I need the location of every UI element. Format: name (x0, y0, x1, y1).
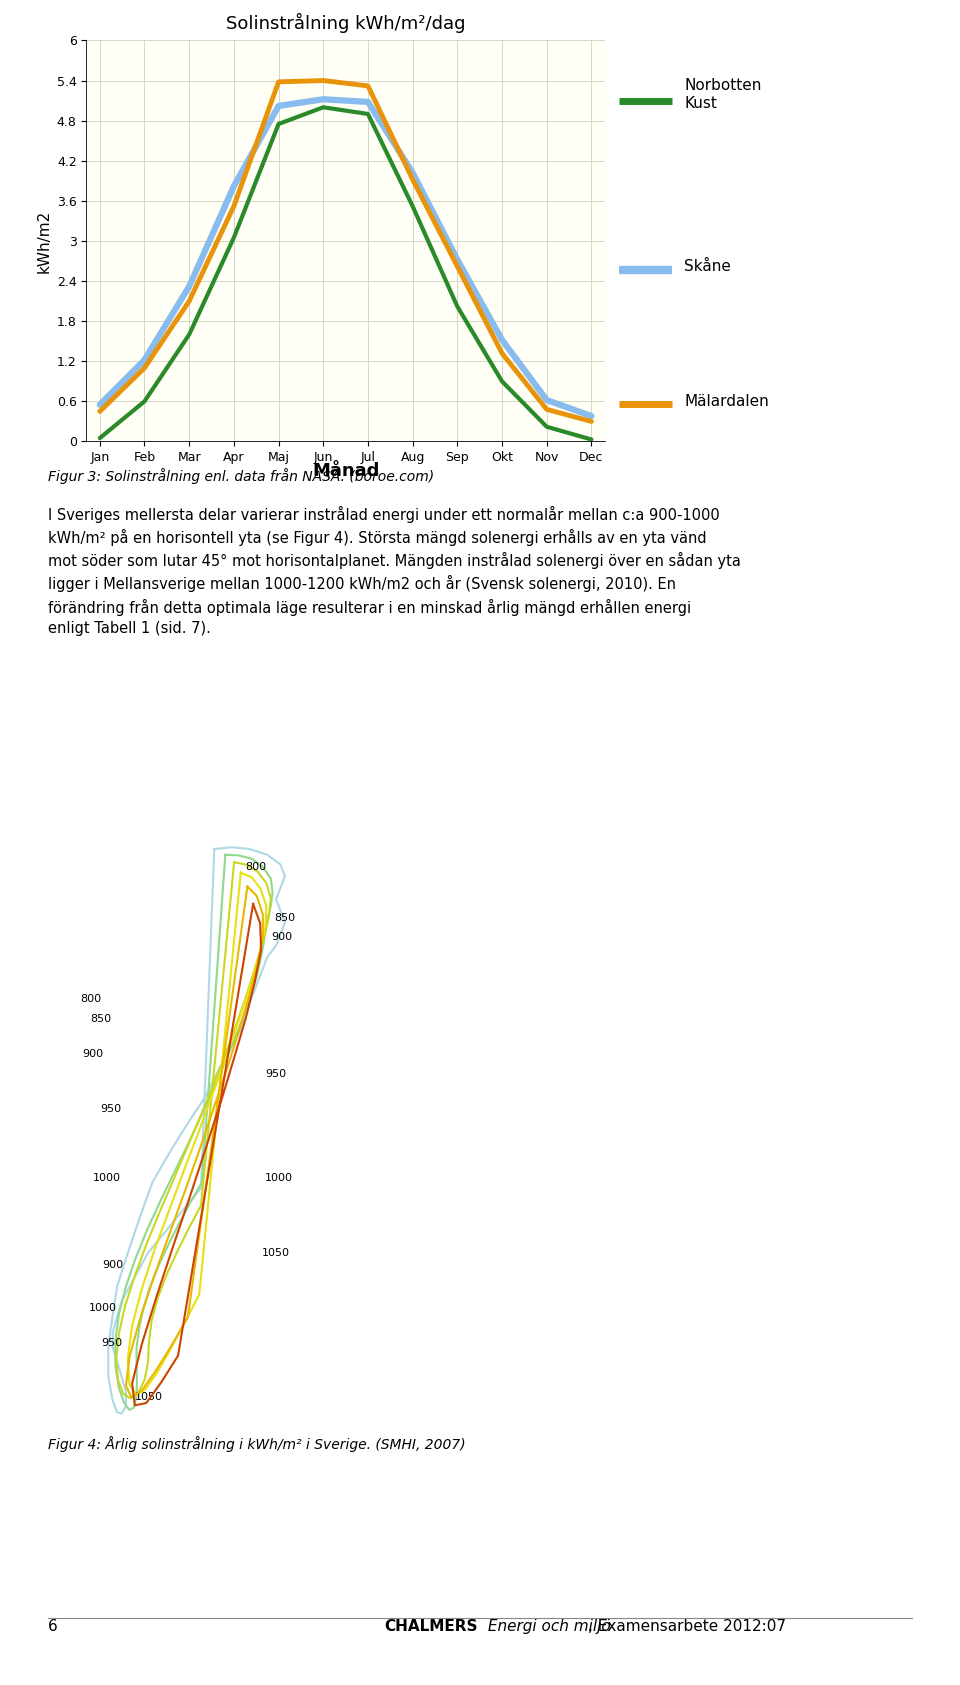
Text: 6: 6 (48, 1619, 58, 1634)
Text: CHALMERS: CHALMERS (384, 1619, 477, 1634)
Text: Energi och miljö: Energi och miljö (483, 1619, 611, 1634)
Text: 1050: 1050 (134, 1392, 163, 1402)
Text: 950: 950 (265, 1070, 286, 1078)
Text: Figur 3: Solinstrålning enl. data från NASA. (boroe.com): Figur 3: Solinstrålning enl. data från N… (48, 468, 434, 484)
Text: 900: 900 (103, 1260, 124, 1270)
Text: Skåne: Skåne (684, 259, 732, 273)
Text: 800: 800 (81, 994, 102, 1004)
Text: 1000: 1000 (93, 1173, 121, 1183)
Text: I Sveriges mellersta delar varierar instrålad energi under ett normalår mellan c: I Sveriges mellersta delar varierar inst… (48, 506, 741, 637)
Text: 800: 800 (245, 863, 266, 873)
Text: 1000: 1000 (89, 1303, 117, 1313)
Text: Månad: Månad (312, 462, 379, 480)
Text: 850: 850 (90, 1014, 111, 1024)
Text: 1000: 1000 (265, 1173, 293, 1183)
Text: 900: 900 (83, 1050, 104, 1058)
Text: Norbotten
Kust: Norbotten Kust (684, 78, 762, 111)
Text: 950: 950 (101, 1104, 122, 1114)
Text: 900: 900 (272, 932, 293, 942)
Y-axis label: kWh/m2: kWh/m2 (36, 209, 51, 273)
Text: Mälardalen: Mälardalen (684, 394, 769, 408)
Title: Solinstrålning kWh/m²/dag: Solinstrålning kWh/m²/dag (226, 13, 466, 34)
Text: Figur 4: Årlig solinstrålning i kWh/m² i Sverige. (SMHI, 2007): Figur 4: Årlig solinstrålning i kWh/m² i… (48, 1436, 466, 1451)
Text: 850: 850 (274, 913, 295, 923)
Text: 950: 950 (102, 1338, 123, 1348)
Text: 1050: 1050 (262, 1249, 290, 1259)
Text: , Examensarbete 2012:07: , Examensarbete 2012:07 (588, 1619, 785, 1634)
